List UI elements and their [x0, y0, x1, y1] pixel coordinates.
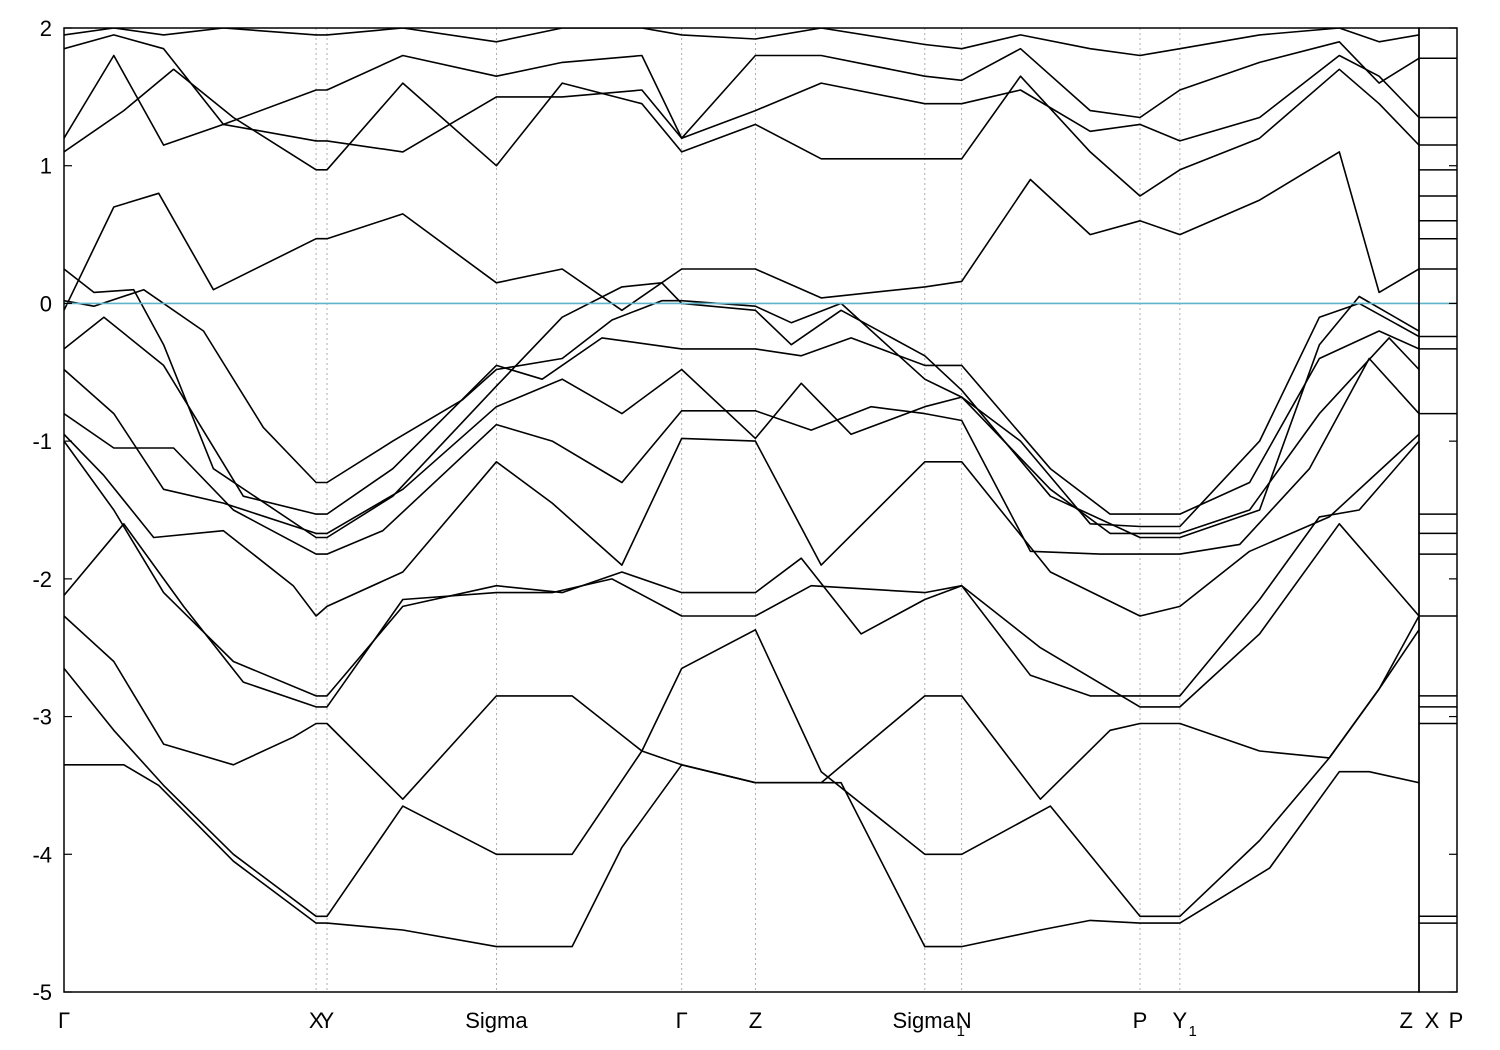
dos-panel-label: P — [1449, 1008, 1464, 1033]
dos-panel-label: X — [1425, 1008, 1440, 1033]
y-tick-label: 0 — [40, 291, 52, 316]
y-tick-label: -1 — [32, 429, 52, 454]
y-axis-ticks: -5 -4 -3 -2 -1 0 1 2 — [32, 16, 1457, 1005]
y-tick-label: 2 — [40, 16, 52, 41]
kpoint-label: Γ — [58, 1008, 70, 1033]
band-line-14 — [64, 54, 1419, 153]
band-line-3 — [64, 615, 1419, 800]
kpoint-label: X — [309, 1008, 324, 1033]
y-tick-label: -2 — [32, 567, 52, 592]
band-line-11 — [64, 288, 1419, 528]
band-line-2 — [64, 629, 1419, 918]
kpoint-label: Sigma — [892, 1008, 955, 1033]
kpoint-label: Z — [749, 1008, 762, 1033]
band-line-15 — [64, 34, 1419, 139]
band-line-7 — [64, 357, 1419, 555]
dos-panel-levels — [1419, 57, 1457, 924]
kpoint-grid-lines — [315, 28, 1181, 992]
band-line-12 — [64, 151, 1419, 312]
kpoint-label-subscript: 1 — [1189, 1023, 1197, 1040]
band-line-16 — [64, 28, 1419, 57]
kpoint-label: Sigma — [465, 1008, 528, 1033]
band-line-4 — [64, 523, 1419, 708]
x-axis-kpoint-labels: Γ XY Sigma Γ Z Sigma 1N P Y 1 Z X P — [58, 1008, 1463, 1040]
kpoint-label: Y — [320, 1008, 335, 1033]
band-line-1 — [64, 764, 1419, 948]
kpoint-label: Γ — [676, 1008, 688, 1033]
band-line-8 — [64, 337, 1419, 535]
kpoint-label: N — [956, 1008, 972, 1033]
plot-frame — [63, 27, 1420, 993]
band-line-6 — [64, 433, 1419, 617]
dos-panel-frame — [1418, 27, 1458, 993]
band-line-9 — [64, 316, 1419, 515]
band-lines — [64, 28, 1419, 948]
y-tick-label: -4 — [32, 842, 52, 867]
y-tick-label: -5 — [32, 980, 52, 1005]
kpoint-label: P — [1133, 1008, 1148, 1033]
band-line-13 — [64, 68, 1419, 197]
kpoint-label-subscript: 1 — [957, 1023, 965, 1040]
band-line-5 — [64, 440, 1419, 697]
y-tick-label: 1 — [40, 154, 52, 179]
kpoint-label: Z — [1400, 1008, 1413, 1033]
kpoint-label: Y — [1173, 1008, 1188, 1033]
y-tick-label: -3 — [32, 705, 52, 730]
